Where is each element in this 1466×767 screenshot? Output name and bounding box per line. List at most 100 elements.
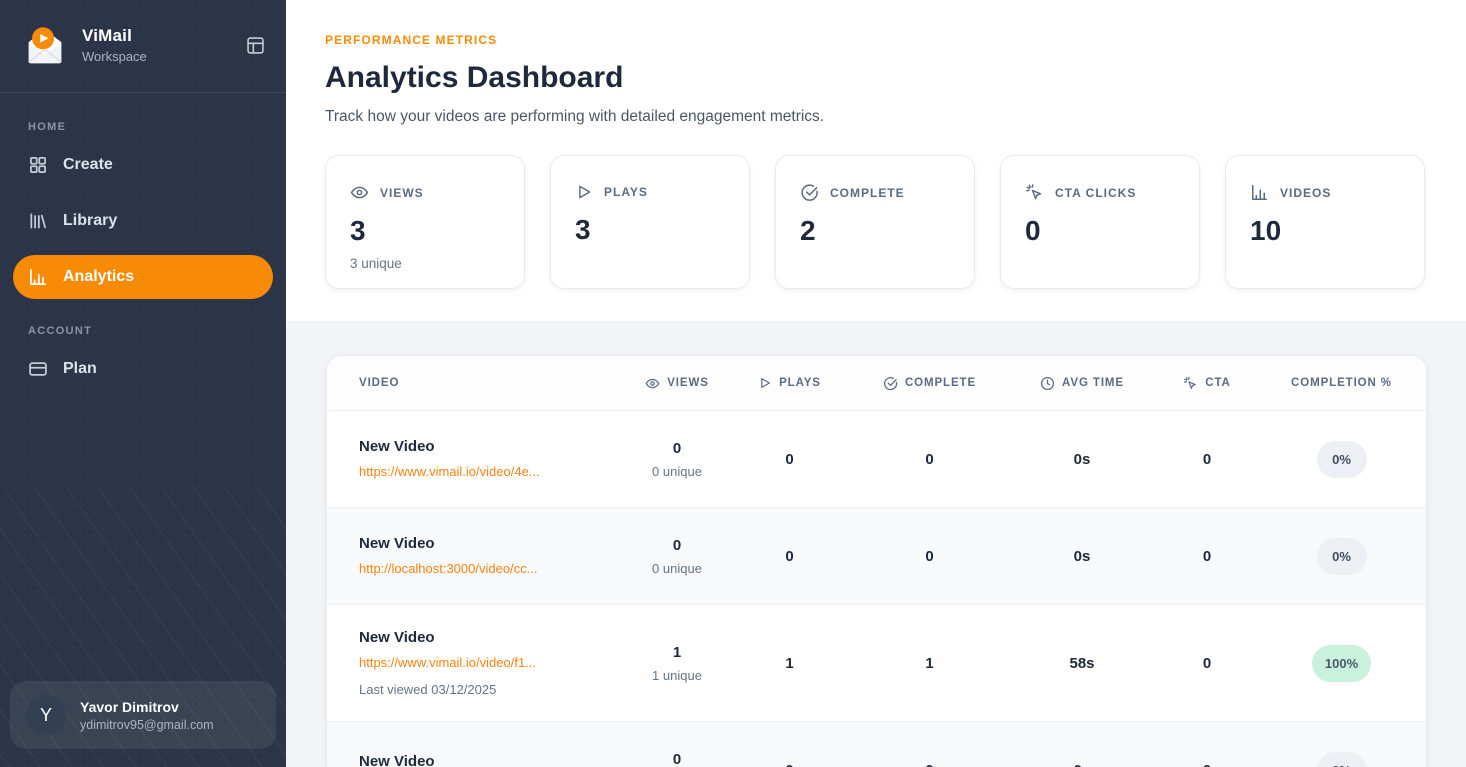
views-cell: 1 1 unique xyxy=(627,644,727,683)
stat-label: COMPLETE xyxy=(830,185,905,200)
nav-section-home-label: HOME xyxy=(28,121,67,133)
sidebar-item-analytics[interactable]: Analytics xyxy=(13,255,273,299)
table-zone: VIDEO VIEWS PLAYS xyxy=(286,321,1466,767)
eyebrow-label: PERFORMANCE METRICS xyxy=(325,33,498,47)
stats-row: VIEWS 3 3 unique PLAYS 3 xyxy=(286,126,1466,321)
views-unique: 0 unique xyxy=(652,560,702,576)
sidebar-item-label: Create xyxy=(63,156,113,173)
sidebar-nav: HOME Create Library xyxy=(0,93,286,681)
video-title: New Video xyxy=(359,437,435,455)
avg-time-cell: 58s xyxy=(1069,654,1095,672)
sidebar-item-plan[interactable]: Plan xyxy=(13,347,273,391)
clock-icon xyxy=(1040,376,1055,391)
views-cell: 0 0 unique xyxy=(672,750,682,767)
brand-text: ViMail Workspace xyxy=(82,26,231,64)
brand-header: ViMail Workspace xyxy=(0,0,286,93)
play-icon xyxy=(758,376,772,390)
col-views: VIEWS xyxy=(627,376,727,391)
completion-badge: 0% xyxy=(1316,751,1367,767)
cta-cell: 0 xyxy=(1202,547,1212,565)
stat-card-complete: COMPLETE 2 xyxy=(775,155,975,289)
stat-label: PLAYS xyxy=(604,185,648,199)
complete-cell: 0 xyxy=(852,762,1007,767)
views-unique: 1 unique xyxy=(652,667,702,683)
completion-badge: 100% xyxy=(1311,644,1372,682)
user-name: Yavor Dimitrov xyxy=(80,698,179,715)
views-cell: 0 0 unique xyxy=(627,440,727,479)
stat-sub xyxy=(575,255,725,271)
stat-value: 0 xyxy=(1025,215,1041,246)
credit-card-icon xyxy=(28,359,48,379)
stat-value: 10 xyxy=(1250,215,1282,246)
sidebar-item-label: Plan xyxy=(63,360,97,377)
sidebar-item-label: Analytics xyxy=(63,268,135,285)
vimail-logo-icon xyxy=(22,22,68,68)
stat-label: CTA CLICKS xyxy=(1055,185,1137,200)
completion-badge: 0% xyxy=(1316,440,1367,478)
page-title: Analytics Dashboard xyxy=(325,61,624,94)
sidebar-item-label: Library xyxy=(63,212,118,229)
brand-subtitle: Workspace xyxy=(82,49,147,64)
sidebar-item-create[interactable]: Create xyxy=(13,143,273,187)
col-complete: COMPLETE xyxy=(852,376,1007,391)
views-cell: 0 0 unique xyxy=(627,537,727,576)
video-title: New Video xyxy=(359,752,435,767)
main-content: PERFORMANCE METRICS Analytics Dashboard … xyxy=(286,0,1466,767)
stat-value: 3 xyxy=(575,214,591,245)
check-circle-icon xyxy=(800,183,819,202)
video-url-link[interactable]: https://www.vimail.io/video/4e... xyxy=(359,463,540,479)
cursor-click-icon xyxy=(1183,376,1198,391)
stat-card-videos: VIDEOS 10 xyxy=(1225,155,1425,289)
stat-card-views: VIEWS 3 3 unique xyxy=(325,155,525,289)
completion-badge: 0% xyxy=(1316,537,1367,575)
chart-icon xyxy=(1250,183,1269,202)
video-title: New Video xyxy=(359,629,435,646)
avg-time-cell: 0s xyxy=(1073,450,1091,468)
eye-icon xyxy=(645,376,660,391)
sidebar: ViMail Workspace HOME Create xyxy=(0,0,286,767)
video-url-link[interactable]: https://www.vimail.io/video/f1... xyxy=(359,655,537,670)
complete-cell: 1 xyxy=(925,654,934,672)
user-info: Yavor Dimitrov ydimitrov95@gmail.com xyxy=(80,699,214,732)
plays-cell: 0 xyxy=(785,547,794,565)
cta-cell: 0 xyxy=(1202,654,1212,672)
user-card[interactable]: Y Yavor Dimitrov ydimitrov95@gmail.com xyxy=(10,681,276,749)
bar-chart-icon xyxy=(28,267,48,287)
avg-time-cell: 0s xyxy=(1073,547,1091,565)
table-row[interactable]: New Video https://www.vimail.io/video/f1… xyxy=(327,605,1426,722)
video-title: New Video xyxy=(359,534,435,552)
stat-label: VIDEOS xyxy=(1280,185,1332,200)
last-viewed-note: Last viewed 03/12/2025 xyxy=(359,682,497,697)
analytics-table: VIDEO VIEWS PLAYS xyxy=(326,355,1427,767)
check-circle-icon xyxy=(883,376,898,391)
stat-sub xyxy=(1250,256,1400,272)
plays-cell: 0 xyxy=(785,450,794,468)
stat-sub xyxy=(1025,256,1175,272)
complete-cell: 0 xyxy=(925,450,934,468)
col-plays: PLAYS xyxy=(727,376,852,390)
plays-cell: 0 xyxy=(727,762,852,767)
stat-card-cta-clicks: CTA CLICKS 0 xyxy=(1000,155,1200,289)
stat-value: 3 xyxy=(350,215,366,246)
col-completion: COMPLETION % xyxy=(1291,377,1392,389)
page-header: PERFORMANCE METRICS Analytics Dashboard … xyxy=(286,0,1466,126)
panels-icon[interactable] xyxy=(245,35,266,56)
table-row[interactable]: New Video https://www.vimail.io/video/4e… xyxy=(327,411,1426,508)
sidebar-item-library[interactable]: Library xyxy=(13,199,273,243)
grid-icon xyxy=(28,155,48,175)
views-unique: 0 unique xyxy=(652,463,702,479)
library-icon xyxy=(28,211,48,231)
table-row[interactable]: New Video http://localhost:3000/video/cc… xyxy=(327,508,1426,605)
avatar: Y xyxy=(26,695,66,735)
stat-value: 2 xyxy=(800,215,816,246)
eye-icon xyxy=(350,183,369,202)
complete-cell: 0 xyxy=(925,547,934,565)
video-url-link[interactable]: http://localhost:3000/video/cc... xyxy=(359,560,538,576)
col-video: VIDEO xyxy=(359,377,400,389)
play-icon xyxy=(575,183,593,201)
stat-sub xyxy=(800,256,950,272)
user-email: ydimitrov95@gmail.com xyxy=(80,717,214,732)
cursor-click-icon xyxy=(1025,183,1044,202)
stat-sub: 3 unique xyxy=(350,256,402,271)
table-row[interactable]: New Video 0 0 unique 0 0 0s 0 0% xyxy=(327,722,1426,767)
